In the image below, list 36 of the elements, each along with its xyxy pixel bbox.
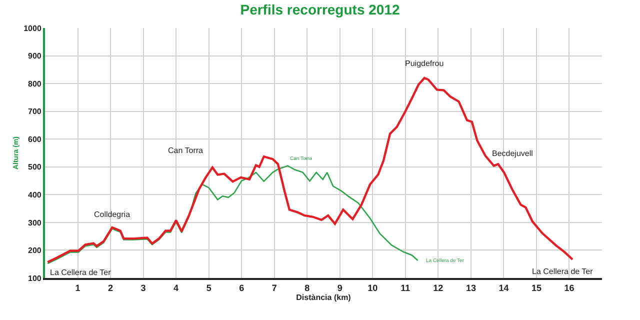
y-tick-label: 700 xyxy=(28,107,42,116)
annotation: Becdejuvell xyxy=(492,149,534,158)
y-tick-label: 100 xyxy=(28,274,42,283)
x-tick-label: 7 xyxy=(272,282,277,293)
x-tick-label: 10 xyxy=(368,282,378,293)
y-tick-label: 900 xyxy=(28,52,42,61)
x-tick-label: 13 xyxy=(466,282,476,293)
x-tick-label: 12 xyxy=(433,282,444,293)
annotation: La Cellera de Ter xyxy=(50,268,112,277)
line-series xyxy=(46,76,574,264)
y-tick-label: 400 xyxy=(28,190,42,200)
x-tick-label: 15 xyxy=(531,282,542,293)
x-tick-label: 2 xyxy=(108,282,114,293)
x-tick-label: 11 xyxy=(400,282,410,293)
x-tick-label: 3 xyxy=(140,282,146,293)
y-tick-label: 300 xyxy=(28,218,42,228)
x-tick-label: 6 xyxy=(239,282,244,293)
x-tick-label: 9 xyxy=(337,282,342,293)
y-tick-label: 800 xyxy=(28,79,42,88)
y-tick-label: 200 xyxy=(28,246,42,256)
annotation: Puigdefrou xyxy=(405,59,444,68)
x-tick-label: 8 xyxy=(304,282,310,293)
x-tick-label: 14 xyxy=(498,282,509,293)
y-tick-label: 600 xyxy=(28,134,42,144)
y-tick-label: 1000 xyxy=(24,24,42,33)
chart-title: Perfils recorreguts 2012 xyxy=(240,2,400,18)
line-series xyxy=(46,165,419,264)
annotation: La Cellera de Ter xyxy=(532,267,594,276)
x-tick-label: 1 xyxy=(75,282,80,293)
x-tick-label: 16 xyxy=(564,282,574,293)
annotation: Colldegria xyxy=(94,210,131,219)
x-axis-title: Distància (km) xyxy=(296,292,352,302)
x-tick-label: 5 xyxy=(206,282,212,293)
y-tick-label: 500 xyxy=(28,162,42,172)
x-tick-label: 4 xyxy=(174,282,179,293)
annotation: Can Torra xyxy=(168,146,204,155)
